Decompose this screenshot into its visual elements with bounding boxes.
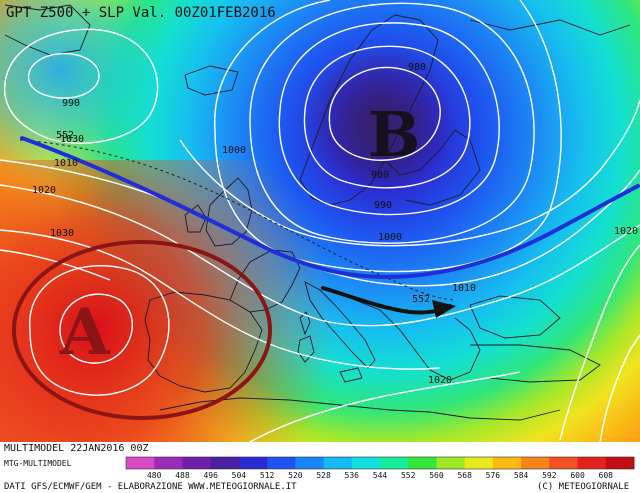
colorbar-tick-label: 504 [232,471,247,480]
colorbar-swatch [577,457,607,469]
z500-labels: 552 552 [56,130,430,305]
colorbar-tick-label: 576 [486,471,501,480]
isobar-1000 [179,99,640,247]
slp-1020-south: 1020 [428,375,452,386]
isobar-east-1030 [599,334,640,443]
colorbar-swatch [521,457,550,469]
colorbar-tick-label: 592 [542,471,557,480]
isobar-low-ring-4 [249,2,535,244]
colorbar-frame [125,456,635,470]
colorbar-tick-label: 600 [570,471,585,480]
colorbar-swatch [549,457,579,469]
isobar-low-ring-2 [303,45,471,189]
isobar-high-ring-2 [29,265,170,396]
slp-1030-west: 1030 [60,134,84,145]
high-pressure-outline [12,240,272,420]
colorbar-swatch [238,457,268,469]
slp-1020-east: 1020 [614,226,638,237]
slp-1020-west: 1020 [32,185,56,196]
coastline-britain [205,177,253,247]
colorbar-swatch [323,457,353,469]
slp-1000-north: 1000 [222,145,246,156]
slp-980-center: 980 [371,170,389,181]
slp-1010-east: 1010 [452,283,476,294]
coastline-black-sea [469,295,561,339]
coastline-ireland [184,204,207,233]
isobar-1020-north [0,184,640,327]
run-label: MULTIMODEL 22JAN2016 00Z [4,443,149,454]
coastline-balkans [354,299,481,381]
slp-1000-center: 1000 [378,232,402,243]
colorbar-tick-label: 584 [514,471,529,480]
colorbar-tick-label: 536 [345,471,360,480]
colorbar-swatch [408,457,437,469]
isobar-labels: 990 1030 1010 1020 1030 1000 980 980 990… [32,62,638,386]
isobar-east-1020 [559,244,640,441]
data-credit: DATI GFS/ECMWF/GEM - ELABORAZIONE WWW.ME… [4,482,297,492]
colorbar-swatch [295,457,325,469]
isobar-south-1020 [249,371,521,443]
colorbar-swatch [182,457,212,469]
colorbar-swatch [436,457,466,469]
colorbar-tick-label: 560 [429,471,444,480]
colorbar-tick-label: 544 [373,471,388,480]
low-pressure-label: B [368,98,420,171]
map-title: GPT Z500 + SLP Val. 00Z01FEB2016 [6,5,276,21]
isobar-nw-ring-2 [4,28,159,144]
coastline-turkey [470,344,601,383]
isobar-high-ring-1 [59,293,134,364]
colorbar-swatch [126,457,155,469]
colorbar-tick-label: 608 [599,471,614,480]
coastline-sicily [339,367,363,383]
isobar-1010-jet-side [0,159,640,287]
coastline-italy [304,281,376,369]
coastline-scandinavia [299,14,439,206]
slp-980-ne: 980 [408,62,426,73]
slp-990-center: 990 [374,200,392,211]
colorbar-swatch [605,457,635,469]
slp-1010-west: 1010 [54,158,78,169]
slp-1030-sw: 1030 [50,228,74,239]
colorbar-swatch [351,457,381,469]
coastline-iceland [184,65,239,96]
z500-552-contour [19,139,456,301]
colorbar-swatch [380,457,409,469]
colorbar-swatch [464,457,494,469]
coastline-baltic [384,129,481,206]
colorbar-tick-label: 480 [147,471,162,480]
colorbar-swatch [154,457,183,469]
coastline-iberia [144,291,263,393]
colorbar-tick-label: 528 [316,471,331,480]
colorbar-tick-label: 568 [457,471,472,480]
flow-arrow-head [432,300,456,318]
colorbar-tick-label: 496 [203,471,218,480]
z500-colorbar: 480 488 496 504 512 520 528 536 544 552 560 568 576 5… [125,456,635,480]
colorbar-tick-label: 488 [175,471,190,480]
coastline-russia-north [469,19,631,36]
coastline-greenland [4,4,91,56]
colorbar-swatch [267,457,296,469]
colorbar-tick-label: 552 [401,471,416,480]
colorbar-tick-label: 512 [260,471,275,480]
colorbar-tick-label: 520 [288,471,303,480]
isobars [0,0,640,442]
copyright: (C) METEOGIORNALE [537,482,629,492]
isobar-1030-west [0,229,441,370]
high-pressure-label: A [59,295,111,370]
model-label: MTG-MULTIMODEL [4,459,72,468]
isobar-nw-ring-1 [27,52,100,99]
slp-990-west: 990 [62,98,80,109]
z500-552-balkans: 552 [412,294,430,305]
z500-552-west: 552 [56,130,74,141]
colorbar-swatch [210,457,240,469]
colorbar-swatch [492,457,522,469]
isobar-low-ring-1 [328,66,441,161]
isobar-low-ring-3 [278,22,500,216]
jet-stream-line [20,136,640,279]
